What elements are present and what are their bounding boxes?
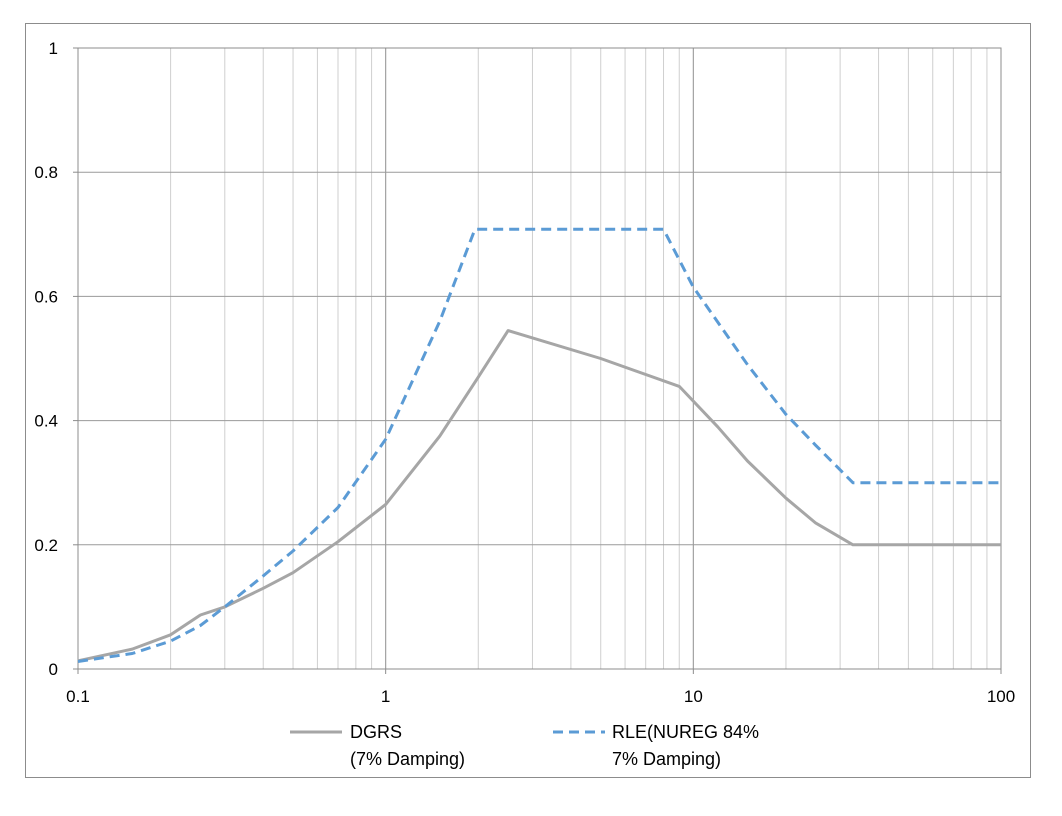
y-tick-label: 0.2 xyxy=(34,536,58,555)
y-tick-label: 0 xyxy=(49,660,58,679)
series-layer xyxy=(77,227,1001,663)
series-line-2 xyxy=(77,227,1001,663)
x-tick-label: 10 xyxy=(684,687,703,706)
x-tick-label: 0.1 xyxy=(66,687,90,706)
y-tick-label: 0.4 xyxy=(34,412,58,431)
x-tick-label: 100 xyxy=(987,687,1015,706)
legend-label-1: DGRS xyxy=(350,722,402,742)
y-tick-label: 0.6 xyxy=(34,287,58,306)
plot-area-border xyxy=(73,47,1002,674)
series-line-1 xyxy=(77,329,1001,663)
y-tick-label: 0.8 xyxy=(34,163,58,182)
x-tick-label: 1 xyxy=(381,687,390,706)
grid-lines xyxy=(78,48,1001,669)
y-tick-label: 1 xyxy=(49,39,58,58)
legend-label-1: (7% Damping) xyxy=(350,749,465,769)
chart-frame xyxy=(25,23,1031,778)
legend-label-2: RLE(NUREG 84% xyxy=(612,722,759,742)
legend: DGRS (7% Damping) RLE(NUREG 84% 7% Damping) xyxy=(290,722,759,769)
y-axis-tick-labels: 0 0.2 0.4 0.6 0.8 1 xyxy=(34,39,58,679)
plot-border xyxy=(77,47,1002,670)
legend-label-2: 7% Damping) xyxy=(612,749,721,769)
x-axis-tick-labels: 0.1 1 10 100 xyxy=(66,687,1015,706)
